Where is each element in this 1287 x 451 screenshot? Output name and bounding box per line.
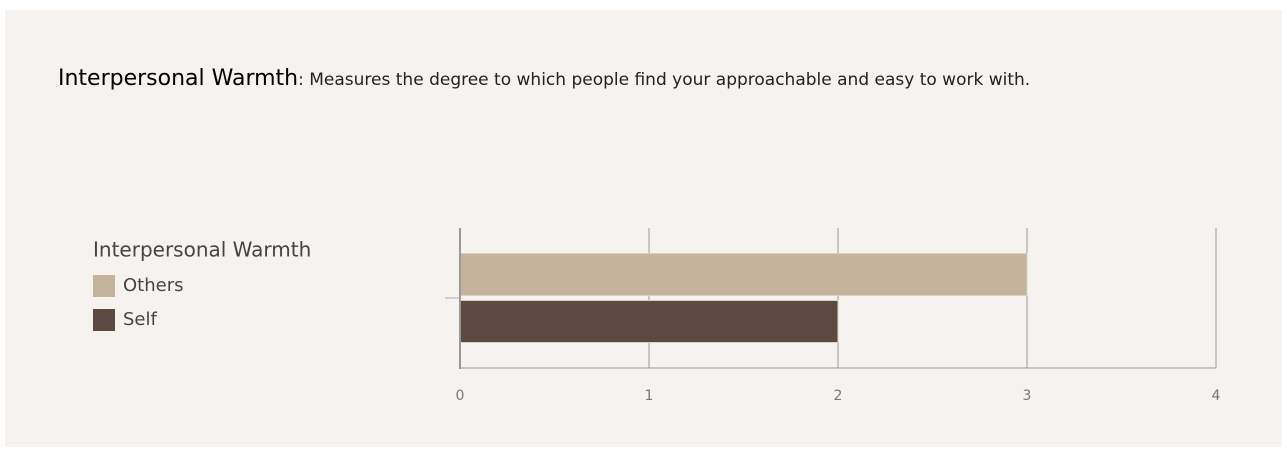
legend-swatch <box>93 275 115 297</box>
x-tick-label: 3 <box>1023 388 1032 404</box>
bar <box>459 253 1028 296</box>
legend-swatch <box>93 309 115 331</box>
x-tick-label: 2 <box>834 388 843 404</box>
term: Interpersonal Warmth <box>58 66 299 91</box>
bar <box>459 300 839 343</box>
legend-title: Interpersonal Warmth <box>93 238 311 262</box>
description-text: : Measures the degree to which people fi… <box>298 70 1031 90</box>
description: Interpersonal Warmth: Measures the degre… <box>58 68 1280 91</box>
x-tick-label: 1 <box>645 388 654 404</box>
card <box>5 10 1282 447</box>
legend-label: Others <box>123 275 184 296</box>
x-tick-label: 4 <box>1212 388 1221 404</box>
legend-label: Self <box>123 309 158 330</box>
x-tick-label: 0 <box>456 388 465 404</box>
